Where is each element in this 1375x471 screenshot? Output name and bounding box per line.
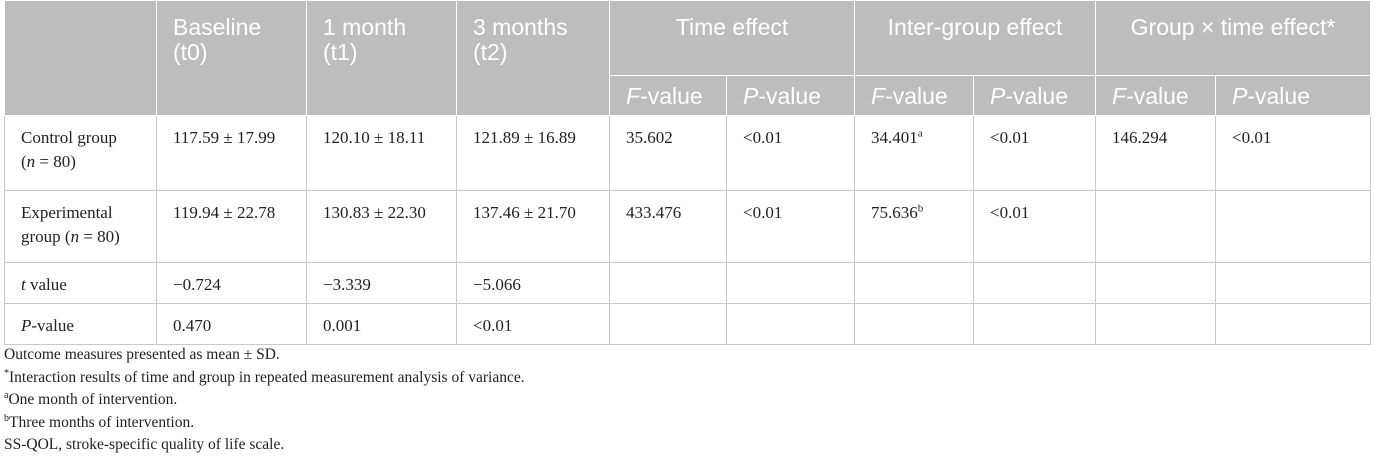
header-int-f-value: F-value — [1095, 75, 1217, 116]
cell-control-1-month: 120.10 ± 18.11 — [306, 115, 457, 191]
footnote-mark-a: a — [917, 127, 923, 140]
footnote-interaction: *Interaction results of time and group i… — [4, 367, 525, 386]
row-label-experimental: Experimental group (n = 80) — [4, 190, 157, 263]
cell-empty — [1215, 303, 1372, 345]
header-time-effect: Time effect — [608, 0, 856, 76]
table-row-control: Control group (n = 80) 117.59 ± 17.99 120… — [4, 115, 1372, 191]
results-table: Baseline (t0) 1 month (t1) 3 months (t2) Ti… — [4, 0, 1372, 345]
cell-empty — [609, 303, 727, 345]
header-inter-f-value: F-value — [854, 75, 975, 116]
footnote-ss-qol: SS-QOL, stroke-specific quality of life … — [4, 436, 285, 454]
cell-experimental-time-f: 433.476 — [609, 190, 727, 263]
header-baseline: Baseline (t0) — [156, 0, 307, 116]
header-time-p-value: P-value — [725, 75, 856, 116]
header-time-f-value: F-value — [609, 75, 727, 116]
footnote-mean-sd: Outcome measures presented as mean ± SD. — [4, 346, 280, 363]
cell-control-int-f: 146.294 — [1095, 115, 1217, 191]
footnote-three-months: bThree months of intervention. — [4, 412, 195, 431]
header-inter-group-effect: Inter-group effect — [854, 0, 1097, 76]
row-label-t-value: t value — [4, 262, 157, 304]
cell-empty — [854, 303, 975, 345]
cell-control-inter-f: 34.401a — [854, 115, 975, 191]
cell-t-1-month: −3.339 — [306, 262, 457, 304]
cell-control-time-f: 35.602 — [609, 115, 727, 191]
cell-experimental-inter-f: 75.636b — [854, 190, 975, 263]
cell-control-inter-p: <0.01 — [973, 115, 1097, 191]
cell-control-time-p: <0.01 — [725, 115, 856, 191]
results-table-container: Baseline (t0) 1 month (t1) 3 months (t2) Ti… — [4, 0, 1372, 345]
header-group-time-effect: Group × time effect* — [1095, 0, 1372, 76]
cell-empty — [1095, 262, 1217, 304]
cell-t-3-months: −5.066 — [456, 262, 610, 304]
row-label-p-value: P-value — [4, 303, 157, 345]
cell-experimental-int-p — [1215, 190, 1372, 263]
cell-experimental-int-f — [1095, 190, 1217, 263]
cell-empty — [1215, 262, 1372, 304]
cell-p-3-months: <0.01 — [456, 303, 610, 345]
row-label-control: Control group (n = 80) — [4, 115, 157, 191]
header-corner — [4, 0, 157, 116]
table-row-t-value: t value −0.724 −3.339 −5.066 — [4, 262, 1372, 304]
table-footnotes: Outcome measures presented as mean ± SD.… — [4, 344, 1370, 457]
cell-empty — [1095, 303, 1217, 345]
footnote-one-month: aOne month of intervention. — [4, 390, 178, 409]
cell-empty — [725, 262, 856, 304]
cell-empty — [725, 303, 856, 345]
cell-control-int-p: <0.01 — [1215, 115, 1372, 191]
header-1-month: 1 month (t1) — [306, 0, 457, 116]
header-3-months: 3 months (t2) — [456, 0, 610, 116]
cell-experimental-inter-p: <0.01 — [973, 190, 1097, 263]
cell-experimental-3-months: 137.46 ± 21.70 — [456, 190, 610, 263]
cell-control-3-months: 121.89 ± 16.89 — [456, 115, 610, 191]
cell-empty — [854, 262, 975, 304]
table-row-p-value: P-value 0.470 0.001 <0.01 — [4, 303, 1372, 345]
cell-experimental-1-month: 130.83 ± 22.30 — [306, 190, 457, 263]
cell-empty — [973, 303, 1097, 345]
cell-t-baseline: −0.724 — [156, 262, 307, 304]
header-int-p-value: P-value — [1215, 75, 1372, 116]
cell-experimental-time-p: <0.01 — [725, 190, 856, 263]
cell-p-1-month: 0.001 — [306, 303, 457, 345]
cell-empty — [609, 262, 727, 304]
footnote-mark-b: b — [917, 202, 924, 215]
cell-control-baseline: 117.59 ± 17.99 — [156, 115, 307, 191]
table-row-experimental: Experimental group (n = 80) 119.94 ± 22.7… — [4, 190, 1372, 263]
header-inter-p-value: P-value — [973, 75, 1097, 116]
cell-empty — [973, 262, 1097, 304]
cell-experimental-baseline: 119.94 ± 22.78 — [156, 190, 307, 263]
cell-p-baseline: 0.470 — [156, 303, 307, 345]
